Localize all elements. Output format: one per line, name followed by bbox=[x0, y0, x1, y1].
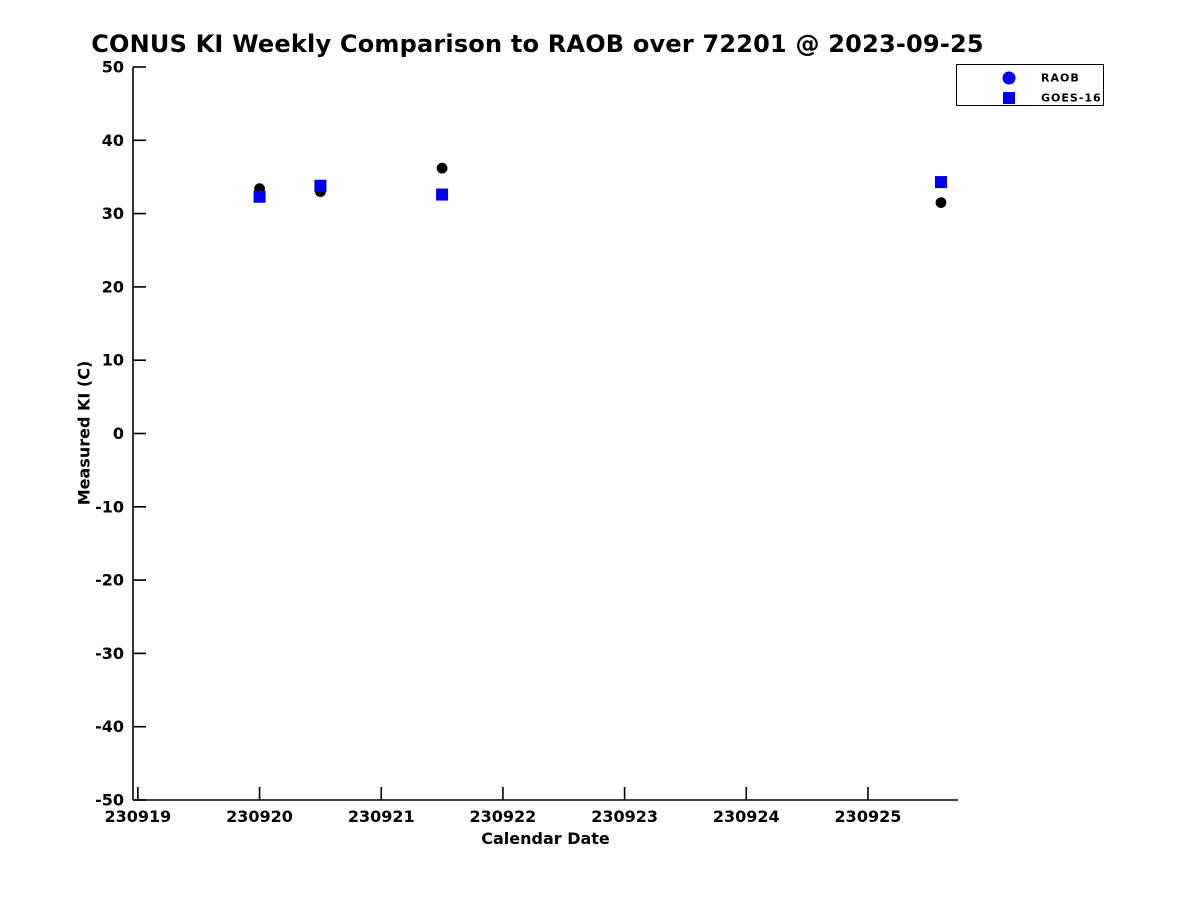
y-tick-label: -10 bbox=[95, 497, 124, 516]
x-tick-label: 230921 bbox=[348, 807, 415, 826]
y-axis-label: Measured KI (C) bbox=[74, 360, 94, 506]
y-tick-label: 50 bbox=[102, 58, 124, 77]
x-axis-label: Calendar Date bbox=[481, 829, 610, 848]
y-tick-label: 20 bbox=[102, 277, 124, 296]
goes16-marker bbox=[934, 176, 947, 189]
y-tick-label: 10 bbox=[102, 351, 124, 370]
y-tick-label: -50 bbox=[95, 791, 124, 810]
x-tick-label: 230920 bbox=[226, 807, 293, 826]
legend: RAOB GOES-16 bbox=[956, 64, 1104, 106]
goes16-legend-marker-icon bbox=[1003, 92, 1015, 104]
y-tick-label: -30 bbox=[95, 644, 124, 663]
chart-title: CONUS KI Weekly Comparison to RAOB over … bbox=[91, 30, 984, 58]
x-tick-label: 230924 bbox=[713, 807, 780, 826]
y-tick-label: -40 bbox=[95, 717, 124, 736]
y-tick-label: 0 bbox=[113, 424, 124, 443]
raob-marker bbox=[436, 162, 448, 174]
goes16-marker bbox=[436, 188, 449, 201]
y-tick-label: -20 bbox=[95, 571, 124, 590]
x-tick-label: 230923 bbox=[591, 807, 658, 826]
raob-legend-marker-icon bbox=[1002, 71, 1016, 85]
raob-marker bbox=[935, 197, 947, 209]
y-tick-label: 40 bbox=[102, 131, 124, 150]
goes16-marker bbox=[314, 179, 327, 192]
legend-label-raob: RAOB bbox=[1041, 71, 1080, 85]
legend-label-goes16: GOES-16 bbox=[1041, 91, 1102, 105]
x-tick-label: 230925 bbox=[835, 807, 902, 826]
x-tick-label: 230919 bbox=[104, 807, 171, 826]
x-tick-label: 230922 bbox=[470, 807, 537, 826]
y-tick-label: 30 bbox=[102, 204, 124, 223]
goes16-marker bbox=[253, 190, 266, 203]
